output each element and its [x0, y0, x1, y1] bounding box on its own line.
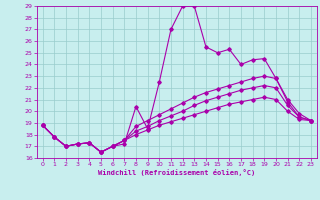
X-axis label: Windchill (Refroidissement éolien,°C): Windchill (Refroidissement éolien,°C): [98, 169, 255, 176]
